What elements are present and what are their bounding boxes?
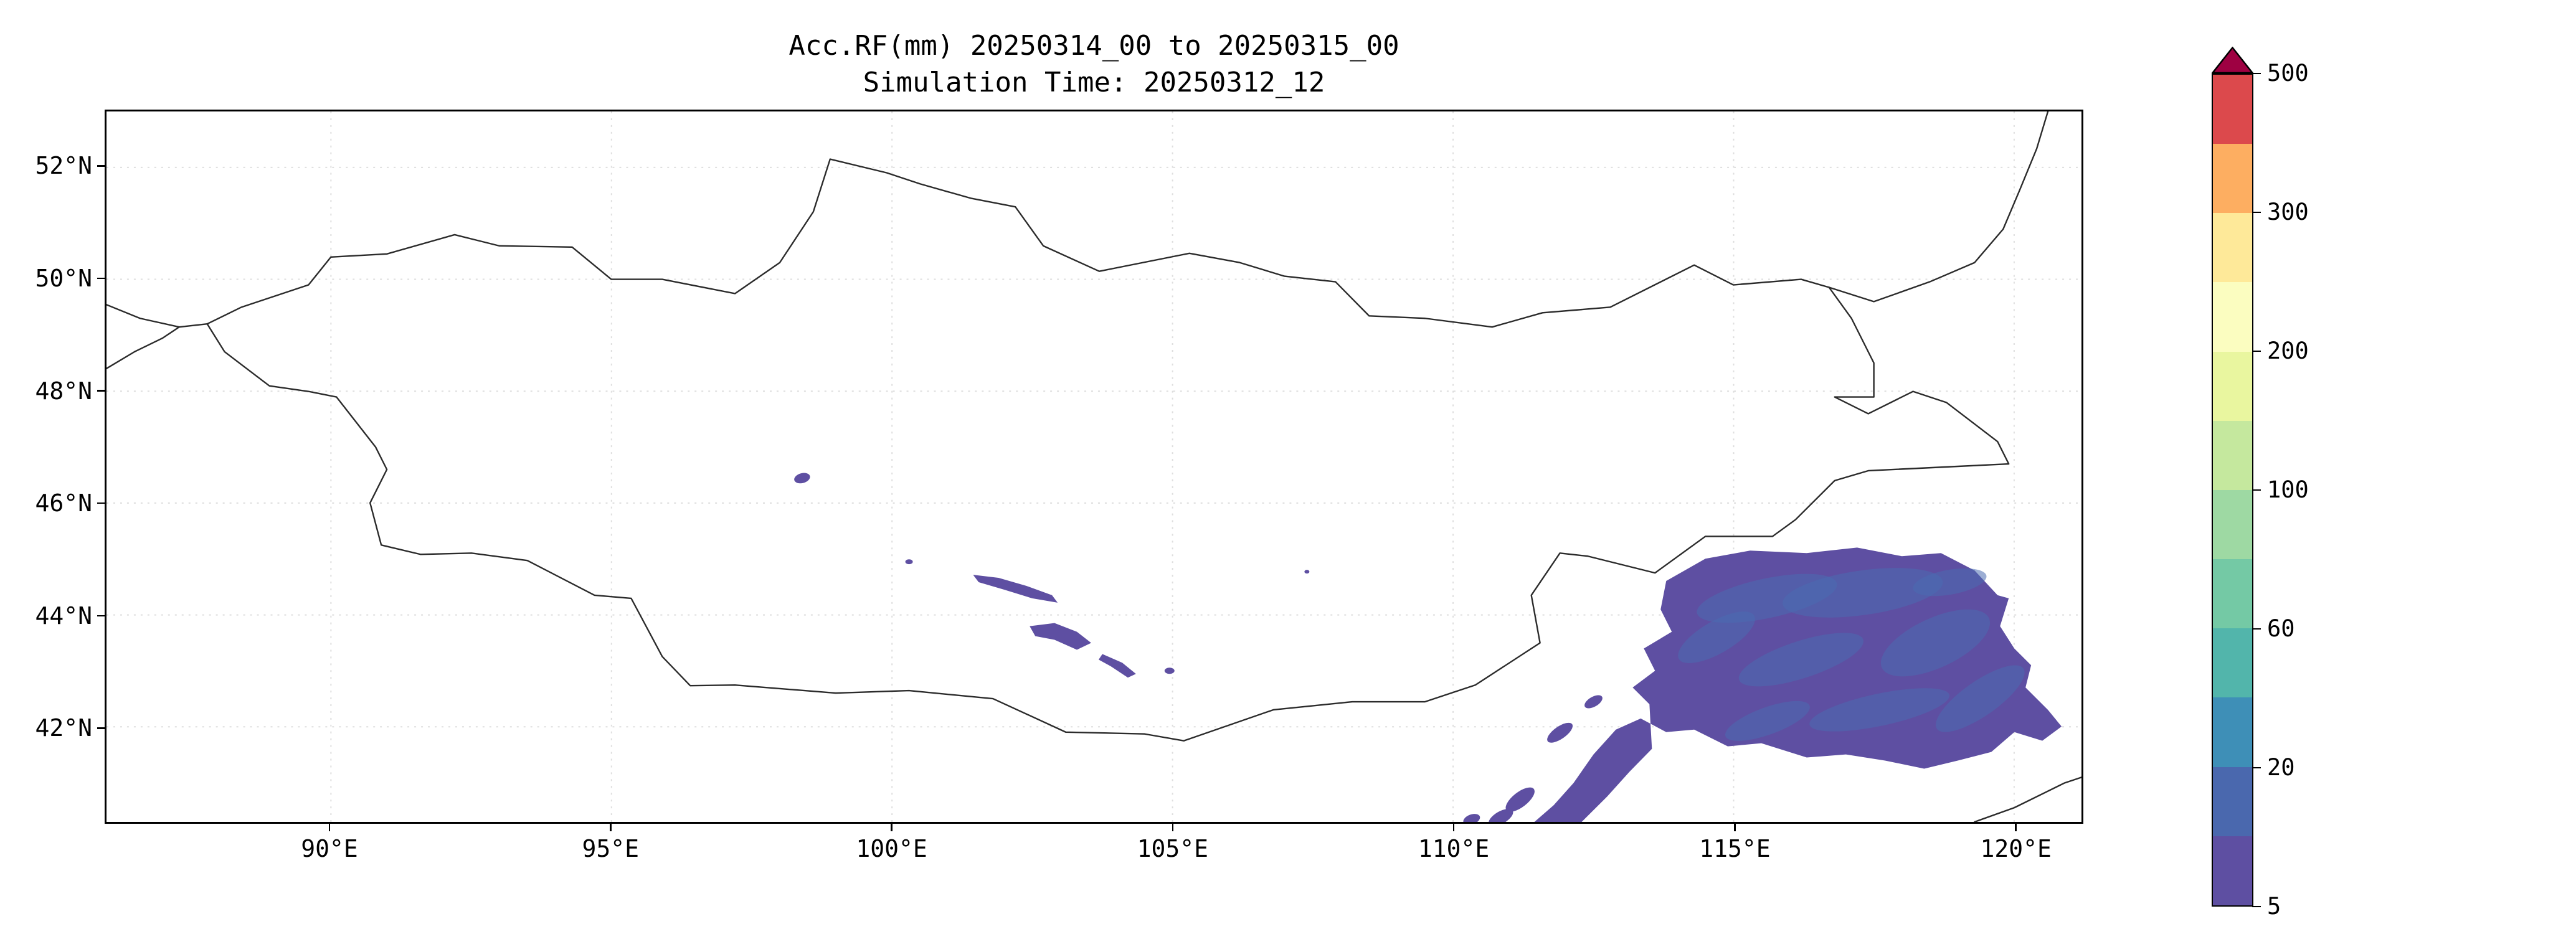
- precip-band-central-1: [973, 575, 1058, 603]
- x-tick-mark: [1172, 824, 1174, 831]
- precip-area-southeast: [1534, 547, 2062, 822]
- title-line-1: Acc.RF(mm) 20250314_00 to 20250315_00: [788, 30, 1399, 62]
- x-tick-label: 100°E: [856, 835, 927, 862]
- x-tick-label: 95°E: [582, 835, 640, 862]
- colorbar-band: [2213, 282, 2252, 352]
- colorbar-tick-label: 5: [2267, 893, 2281, 920]
- y-tick-label: 48°N: [35, 377, 92, 405]
- y-tick-mark: [97, 615, 105, 617]
- x-tick-label: 115°E: [1699, 835, 1771, 862]
- colorbar-tick-label: 500: [2267, 60, 2309, 87]
- x-tick-mark: [1452, 824, 1455, 831]
- precip-speck-tail: [1463, 814, 1480, 822]
- x-tick-label: 105°E: [1137, 835, 1209, 862]
- precip-mottle: [1809, 688, 1950, 732]
- title-line-2: Simulation Time: 20250312_12: [863, 67, 1325, 98]
- colorbar-band: [2213, 420, 2252, 490]
- precip-speck-central: [1164, 667, 1175, 674]
- y-tick-label: 50°N: [35, 264, 92, 292]
- y-tick-label: 46°N: [35, 489, 92, 517]
- colorbar-tick-label: 60: [2267, 615, 2295, 642]
- colorbar-tick-mark: [2252, 489, 2261, 491]
- colorbar-band: [2213, 489, 2252, 560]
- coastline-bohai: [1974, 776, 2081, 822]
- y-tick-mark: [97, 390, 105, 392]
- y-tick-label: 42°N: [35, 714, 92, 742]
- border-northeast: [1828, 111, 2049, 303]
- x-tick-mark: [328, 824, 331, 831]
- precip-mottle: [1935, 665, 2025, 732]
- colorbar-band: [2213, 351, 2252, 421]
- colorbar-tick-label: 300: [2267, 199, 2309, 225]
- colorbar-tick-label: 200: [2267, 337, 2309, 364]
- x-tick-mark: [610, 824, 612, 831]
- precip-spot-west: [794, 473, 810, 484]
- chart-title: Acc.RF(mm) 20250314_00 to 20250315_00 Si…: [105, 27, 2083, 101]
- map-svg: [107, 111, 2081, 822]
- precip-speck-tail: [1584, 695, 1603, 709]
- colorbar-band: [2213, 74, 2252, 144]
- colorbar-band: [2213, 559, 2252, 629]
- colorbar-tick-mark: [2252, 767, 2261, 769]
- colorbar-over-arrow: [2212, 47, 2253, 73]
- colorbar-band: [2213, 836, 2252, 905]
- colorbar-band: [2213, 213, 2252, 283]
- colorbar-tick-mark: [2252, 350, 2261, 352]
- precip-mottle: [1725, 700, 1810, 741]
- colorbar: [2212, 73, 2253, 907]
- precip-speck-tail: [1505, 787, 1535, 812]
- x-tick-label: 110°E: [1418, 835, 1490, 862]
- gridlines: [107, 111, 2081, 822]
- precip-speck-central: [905, 559, 913, 565]
- y-tick-mark: [97, 727, 105, 729]
- precip-speck-east: [1304, 570, 1310, 574]
- x-tick-mark: [891, 824, 893, 831]
- y-tick-mark: [97, 277, 105, 280]
- colorbar-tick-label: 20: [2267, 754, 2295, 781]
- mongolia-border: [206, 158, 2010, 742]
- precip-mottle: [1913, 568, 1987, 597]
- colorbar-band: [2213, 628, 2252, 698]
- precip-mottle: [1783, 568, 1943, 618]
- y-tick-label: 44°N: [35, 601, 92, 630]
- x-tick-mark: [1734, 824, 1736, 831]
- precip-band-central-2: [1030, 623, 1092, 650]
- precipitation-layer: [794, 473, 2062, 822]
- x-tick-label: 120°E: [1980, 835, 2052, 862]
- precip-mottle: [1738, 633, 1863, 687]
- colorbar-tick-mark: [2252, 905, 2261, 908]
- border-west-lower: [107, 326, 180, 370]
- map-axes: [105, 110, 2083, 824]
- precip-speck-tail: [1547, 722, 1573, 743]
- y-tick-mark: [97, 165, 105, 167]
- border-layer: [107, 111, 2081, 822]
- precip-mottle: [1678, 611, 1755, 663]
- colorbar-tick-mark: [2252, 72, 2261, 75]
- colorbar-tick-label: 100: [2267, 476, 2309, 503]
- colorbar-band: [2213, 697, 2252, 767]
- colorbar-band: [2213, 144, 2252, 214]
- colorbar-band: [2213, 767, 2252, 836]
- y-tick-mark: [97, 502, 105, 504]
- colorbar-tick-mark: [2252, 211, 2261, 214]
- border-west-upper: [107, 304, 208, 328]
- precip-band-central-3: [1098, 654, 1136, 678]
- precip-mottle: [1880, 609, 1991, 677]
- y-tick-label: 52°N: [35, 152, 92, 180]
- colorbar-tick-mark: [2252, 628, 2261, 630]
- x-tick-label: 90°E: [301, 835, 358, 862]
- x-tick-mark: [2015, 824, 2017, 831]
